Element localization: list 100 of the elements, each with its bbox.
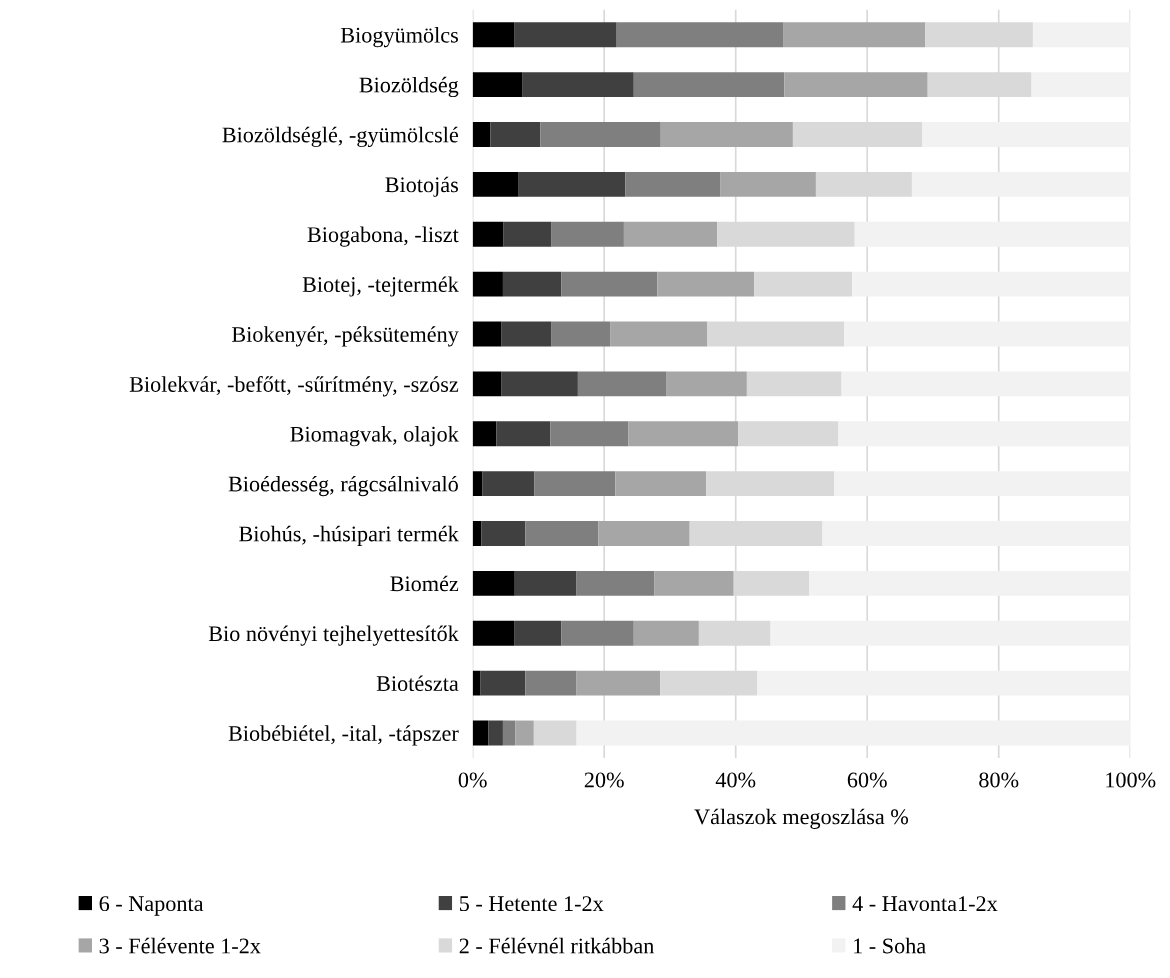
legend-label: 6 - Naponta bbox=[99, 896, 204, 916]
bar bbox=[525, 521, 599, 546]
bar bbox=[654, 570, 734, 596]
bar bbox=[834, 471, 1131, 497]
bar bbox=[757, 670, 1131, 696]
legend-label: 5 - Hetente 1-2x bbox=[460, 896, 604, 912]
bar bbox=[911, 171, 1131, 197]
y-tick-label: Biogyümölcs bbox=[340, 27, 458, 48]
y-tick-label: Biomagvak, olajok bbox=[290, 426, 459, 447]
y-tick-label: Biogabona, -liszt bbox=[307, 226, 459, 247]
bar bbox=[472, 221, 504, 247]
bar bbox=[844, 321, 1131, 347]
y-tick-label: Bio növényi tejhelyettesítők bbox=[208, 625, 459, 646]
bar bbox=[616, 22, 784, 48]
bar bbox=[623, 221, 718, 247]
bar bbox=[490, 122, 541, 147]
bar bbox=[1031, 72, 1131, 98]
legend-label: 1 - Soha bbox=[854, 937, 926, 954]
bar bbox=[533, 720, 577, 746]
bar bbox=[496, 421, 551, 447]
bar bbox=[561, 271, 658, 297]
bar bbox=[561, 620, 634, 646]
bar bbox=[784, 72, 928, 98]
bar bbox=[522, 72, 634, 98]
bar bbox=[746, 371, 842, 397]
bar bbox=[472, 421, 497, 447]
bar bbox=[472, 22, 515, 48]
y-tick-label: Biolekvár, -befőtt, -sűrítmény, -szósz bbox=[129, 376, 459, 397]
y-tick-label: Biozöldség bbox=[359, 76, 459, 98]
bar bbox=[633, 620, 699, 646]
bar bbox=[633, 72, 785, 98]
bar bbox=[472, 371, 502, 397]
bar bbox=[598, 521, 690, 546]
bar bbox=[754, 271, 853, 297]
bar bbox=[576, 670, 661, 696]
bar bbox=[577, 371, 667, 397]
y-tick-label: Bioméz bbox=[390, 575, 459, 592]
bar bbox=[472, 471, 483, 497]
bar bbox=[854, 221, 1131, 247]
bar bbox=[657, 271, 755, 297]
bar bbox=[472, 171, 519, 197]
bar bbox=[472, 321, 502, 347]
bar bbox=[481, 521, 526, 546]
bar bbox=[576, 720, 1131, 746]
bar bbox=[472, 271, 503, 297]
y-tick-label: Biohús, -húsipari termék bbox=[239, 525, 459, 546]
bar bbox=[628, 421, 739, 447]
x-tick-label: 60% bbox=[847, 772, 887, 788]
bar bbox=[518, 171, 626, 197]
y-tick-label: Biotészta bbox=[376, 675, 459, 692]
bar bbox=[515, 720, 534, 746]
bar bbox=[472, 521, 482, 546]
bar bbox=[738, 421, 839, 447]
bar bbox=[514, 620, 562, 646]
bar bbox=[501, 371, 578, 397]
bar bbox=[472, 720, 489, 746]
bar bbox=[488, 720, 503, 746]
bar bbox=[809, 570, 1131, 596]
bar bbox=[480, 670, 526, 696]
bar bbox=[551, 221, 624, 247]
bar bbox=[472, 620, 515, 646]
bar bbox=[660, 122, 793, 147]
legend-label: 2 - Félévnél ritkábban bbox=[459, 937, 654, 954]
bar bbox=[841, 371, 1131, 397]
bar bbox=[503, 221, 552, 247]
bar bbox=[770, 620, 1131, 646]
y-tick-label: Biotojás bbox=[385, 176, 458, 197]
y-tick-label: Biobébiétel, -ital, -tápszer bbox=[228, 725, 459, 746]
bar bbox=[1032, 22, 1131, 48]
bar bbox=[615, 471, 707, 497]
bar bbox=[550, 421, 629, 447]
bar bbox=[610, 321, 708, 347]
y-tick-label: Biozöldséglé, -gyümölcslé bbox=[222, 126, 459, 147]
bar bbox=[534, 471, 616, 497]
y-tick-label: Bioédesség, rágcsálnivaló bbox=[228, 475, 458, 497]
bar bbox=[625, 171, 721, 197]
bar bbox=[525, 670, 577, 696]
x-tick-label: 20% bbox=[584, 772, 624, 788]
bar bbox=[852, 271, 1131, 297]
bar bbox=[514, 570, 577, 596]
legend-label: 4 - Havonta1-2x bbox=[852, 896, 998, 912]
x-tick-label: 0% bbox=[458, 772, 487, 788]
bar bbox=[666, 371, 747, 397]
bar bbox=[502, 720, 516, 746]
bar bbox=[502, 271, 562, 297]
x-tick-label: 40% bbox=[715, 772, 756, 788]
bar bbox=[576, 570, 655, 596]
bar bbox=[472, 72, 523, 98]
bar bbox=[783, 22, 926, 48]
y-tick-label: Biotej, -tejtermék bbox=[302, 276, 459, 297]
x-axis-title: Válaszok megoszlása % bbox=[694, 808, 909, 829]
bar bbox=[514, 22, 617, 48]
bar bbox=[551, 321, 611, 347]
bar bbox=[472, 670, 481, 696]
bar bbox=[482, 471, 535, 497]
bar bbox=[838, 421, 1131, 447]
bar bbox=[501, 321, 552, 347]
bar bbox=[822, 521, 1131, 546]
bar bbox=[472, 122, 491, 147]
bar bbox=[922, 122, 1131, 147]
